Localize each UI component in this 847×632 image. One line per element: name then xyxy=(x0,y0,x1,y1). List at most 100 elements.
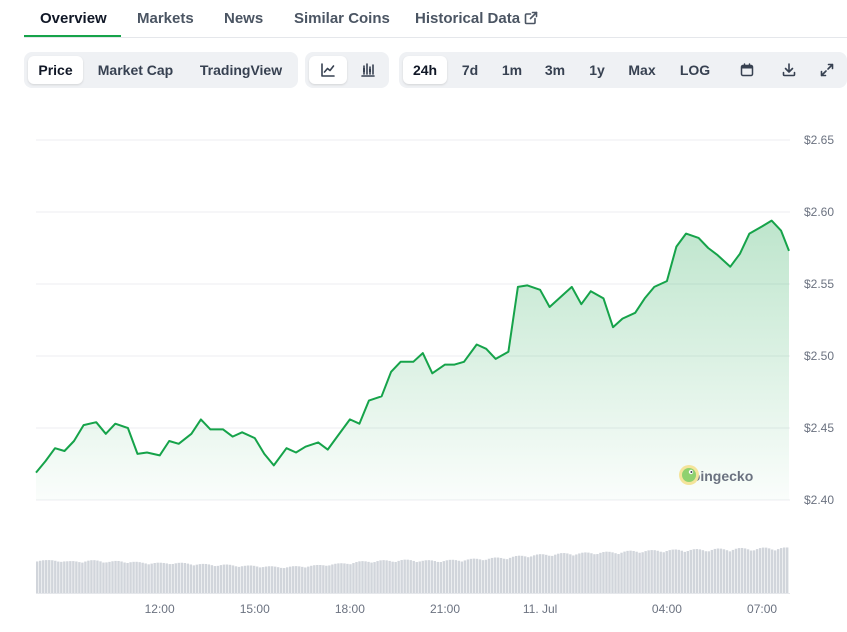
range-group: 24h 7d 1m 3m 1y Max LOG xyxy=(399,52,847,88)
volume-bar xyxy=(397,560,400,593)
price-chart[interactable]: $2.65 $2.60 $2.55 $2.50 $2.45 $2.40 12:00 15:0… xyxy=(0,100,847,632)
volume-bar xyxy=(563,553,566,593)
tradingview-tab[interactable]: TradingView xyxy=(199,62,283,78)
log-scale-toggle[interactable]: LOG xyxy=(679,62,711,78)
volume-bar xyxy=(126,562,129,593)
volume-bar xyxy=(454,560,458,593)
volume-bar xyxy=(626,550,629,593)
price-line xyxy=(35,219,790,474)
volume-bar xyxy=(737,548,741,593)
volume-bar xyxy=(367,561,370,593)
volume-bar xyxy=(620,552,623,593)
download-button[interactable] xyxy=(771,56,807,84)
volume-bar xyxy=(526,557,530,593)
volume-bar xyxy=(698,549,702,593)
volume-bar xyxy=(638,552,641,593)
line-chart-button[interactable] xyxy=(309,56,347,84)
volume-bar xyxy=(644,551,647,593)
volume-bar xyxy=(695,549,699,593)
volume-bar xyxy=(722,549,726,593)
volume-bar xyxy=(361,561,364,593)
tab-historical-data[interactable]: Historical Data xyxy=(415,10,538,29)
volume-bar xyxy=(572,555,575,593)
volume-bar xyxy=(147,564,150,593)
volume-bar xyxy=(66,561,69,593)
volume-bar xyxy=(81,562,84,593)
volume-bar xyxy=(391,561,394,593)
volume-bar xyxy=(177,562,180,593)
volume-bar xyxy=(243,565,247,593)
volume-bar xyxy=(761,547,765,593)
candlestick-chart-button[interactable] xyxy=(349,56,387,84)
market-cap-tab[interactable]: Market Cap xyxy=(97,62,174,78)
tab-news[interactable]: News xyxy=(224,10,264,27)
tab-similar-coins[interactable]: Similar Coins xyxy=(294,10,390,27)
volume-bar xyxy=(264,566,268,593)
fullscreen-button[interactable] xyxy=(809,56,845,84)
volume-bar xyxy=(448,559,452,593)
price-tab[interactable]: Price xyxy=(28,56,83,84)
range-3m-tab[interactable]: 3m xyxy=(544,62,566,78)
volume-bar xyxy=(57,561,60,593)
range-1y-tab[interactable]: 1y xyxy=(589,62,605,78)
volume-bar xyxy=(240,566,244,593)
volume-bar xyxy=(728,551,732,593)
volume-bar xyxy=(153,563,156,593)
volume-bar xyxy=(656,550,659,593)
volume-bar xyxy=(261,567,265,593)
x-tick-label: 21:00 xyxy=(430,602,460,616)
volume-bar xyxy=(650,550,653,593)
volume-bar xyxy=(749,550,753,593)
volume-bar xyxy=(289,566,292,593)
volume-bar xyxy=(192,565,196,593)
active-tab-indicator xyxy=(24,35,121,37)
range-24h-tab[interactable]: 24h xyxy=(403,56,447,84)
volume-bar xyxy=(282,568,286,593)
volume-bar xyxy=(273,566,277,593)
volume-bar xyxy=(680,550,683,593)
volume-bar xyxy=(496,557,500,593)
volume-bar xyxy=(590,553,593,593)
volume-bar xyxy=(746,549,750,593)
range-1m-tab[interactable]: 1m xyxy=(501,62,523,78)
volume-bar xyxy=(189,564,193,593)
tab-markets[interactable]: Markets xyxy=(137,10,194,27)
volume-bar xyxy=(255,566,259,593)
volume-bar xyxy=(87,560,90,593)
volume-bar xyxy=(90,560,93,593)
volume-bar xyxy=(195,564,199,593)
range-7d-tab[interactable]: 7d xyxy=(461,62,479,78)
volume-bar xyxy=(249,565,253,593)
volume-bar xyxy=(292,566,295,593)
volume-bar xyxy=(623,551,626,593)
range-max-tab[interactable]: Max xyxy=(628,62,656,78)
volume-bar xyxy=(421,560,424,593)
volume-bar xyxy=(460,561,464,593)
volume-bar xyxy=(566,553,569,593)
date-range-button[interactable] xyxy=(729,56,765,84)
volume-bar xyxy=(752,550,756,593)
volume-bar xyxy=(529,556,533,593)
volume-bar xyxy=(279,567,283,593)
volume-bar xyxy=(225,564,229,593)
volume-bar xyxy=(548,555,551,593)
volume-bar xyxy=(63,561,66,593)
x-tick-label: 04:00 xyxy=(652,602,682,616)
volume-bar xyxy=(779,548,783,593)
volume-bar xyxy=(42,560,45,593)
volume-bar xyxy=(355,562,358,593)
volume-bar xyxy=(755,549,759,593)
volume-bar xyxy=(385,560,388,593)
volume-bar xyxy=(180,562,183,593)
tab-overview[interactable]: Overview xyxy=(40,10,107,27)
volume-bar xyxy=(617,554,620,593)
volume-bar xyxy=(132,561,135,593)
volume-bar xyxy=(337,563,340,593)
volume-bar xyxy=(653,550,656,593)
volume-bar xyxy=(424,560,427,593)
volume-bar xyxy=(614,553,617,593)
volume-bar xyxy=(716,548,720,593)
volume-bar xyxy=(310,565,313,593)
candlestick-chart-icon xyxy=(361,63,375,77)
volume-bar xyxy=(183,562,186,593)
